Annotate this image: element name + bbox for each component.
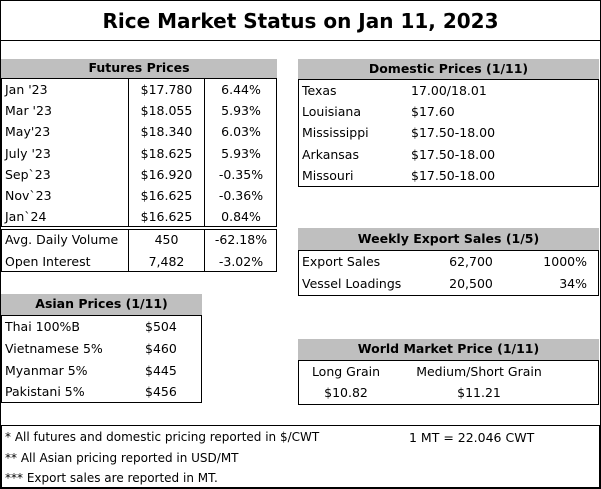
- futures-cell: May'23: [5, 124, 51, 140]
- asian-cell: Thai 100%B: [5, 319, 80, 334]
- futures-cell: Nov`23: [5, 188, 52, 203]
- futures-cell: Mar '23: [5, 103, 52, 119]
- domestic-cell: $17.50-18.00: [411, 146, 496, 162]
- volume-cell: -3.02%: [204, 250, 277, 272]
- futures-cell: $17.780: [128, 79, 204, 101]
- export-cell: 1000%: [543, 254, 587, 269]
- domestic-cell: $17.60: [411, 104, 455, 120]
- world-column-header: Long Grain: [311, 364, 381, 379]
- note: * All futures and domestic pricing repor…: [5, 430, 320, 444]
- futures-cell: $18.625: [128, 142, 204, 164]
- note: ** All Asian pricing reported in USD/MT: [5, 450, 239, 465]
- asian-cell: Pakistani 5%: [5, 384, 85, 400]
- domestic-cell: Arkansas: [302, 146, 359, 162]
- domestic-header: Domestic Prices (1/11): [298, 59, 599, 80]
- volume-cell: 7,482: [128, 250, 204, 272]
- volume-cell: 450: [128, 229, 204, 251]
- futures-cell: $18.340: [128, 121, 204, 143]
- domestic-cell: Missouri: [302, 167, 354, 183]
- export-cell: 62,700: [449, 254, 493, 269]
- domestic-cell: Louisiana: [302, 104, 362, 120]
- asian-cell: $456: [145, 384, 177, 400]
- futures-cell: July '23: [5, 145, 51, 161]
- futures-cell: $16.625: [128, 185, 204, 207]
- asian-cell: Myanmar 5%: [5, 362, 88, 378]
- volume-box: [1, 229, 277, 272]
- volume-cell: -62.18%: [204, 229, 277, 251]
- futures-cell: 6.03%: [204, 121, 277, 143]
- asian-cell: $460: [145, 340, 177, 356]
- futures-cell: -0.35%: [204, 163, 277, 185]
- domestic-cell: Texas: [302, 83, 337, 98]
- world-value: $11.21: [457, 385, 501, 400]
- export-cell: Export Sales: [302, 254, 381, 269]
- conversion: 1 MT = 22.046 CWT: [409, 430, 535, 445]
- domestic-cell: 17.00/18.01: [411, 83, 487, 98]
- futures-cell: 5.93%: [204, 100, 277, 122]
- world-value: $10.82: [324, 385, 368, 400]
- futures-cell: 5.93%: [204, 142, 277, 164]
- futures-cell: 0.84%: [204, 206, 277, 228]
- volume-cell: Avg. Daily Volume: [5, 232, 119, 247]
- asian-cell: $504: [145, 319, 177, 334]
- asian-cell: Vietnamese 5%: [5, 340, 103, 356]
- export-cell: 34%: [559, 275, 587, 291]
- domestic-cell: $17.50-18.00: [411, 125, 496, 141]
- export-cell: Vessel Loadings: [302, 275, 402, 291]
- domestic-cell: $17.50-18.00: [411, 167, 496, 183]
- asian-cell: $445: [145, 362, 177, 378]
- export-cell: 20,500: [449, 275, 493, 291]
- export-header: Weekly Export Sales (1/5): [298, 228, 599, 251]
- futures-cell: -0.36%: [204, 185, 277, 207]
- note: *** Export sales are reported in MT.: [5, 471, 218, 485]
- futures-cell: $16.625: [128, 206, 204, 228]
- volume-cell: Open Interest: [5, 253, 91, 269]
- notes-box: [1, 425, 600, 488]
- futures-cell: 6.44%: [204, 79, 277, 101]
- futures-cell: $16.920: [128, 163, 204, 185]
- asian-header: Asian Prices (1/11): [1, 294, 202, 316]
- futures-cell: $18.055: [128, 100, 204, 122]
- futures-cell: Sep`23: [5, 166, 51, 182]
- title: Rice Market Status on Jan 11, 2023: [1, 1, 600, 41]
- futures-header: Futures Prices: [1, 59, 277, 79]
- world-column-header: Medium/Short Grain: [416, 364, 542, 379]
- futures-cell: Jan`24: [5, 209, 47, 225]
- futures-cell: Jan '23: [5, 82, 48, 97]
- domestic-cell: Mississippi: [302, 125, 369, 141]
- world-header: World Market Price (1/11): [298, 339, 599, 361]
